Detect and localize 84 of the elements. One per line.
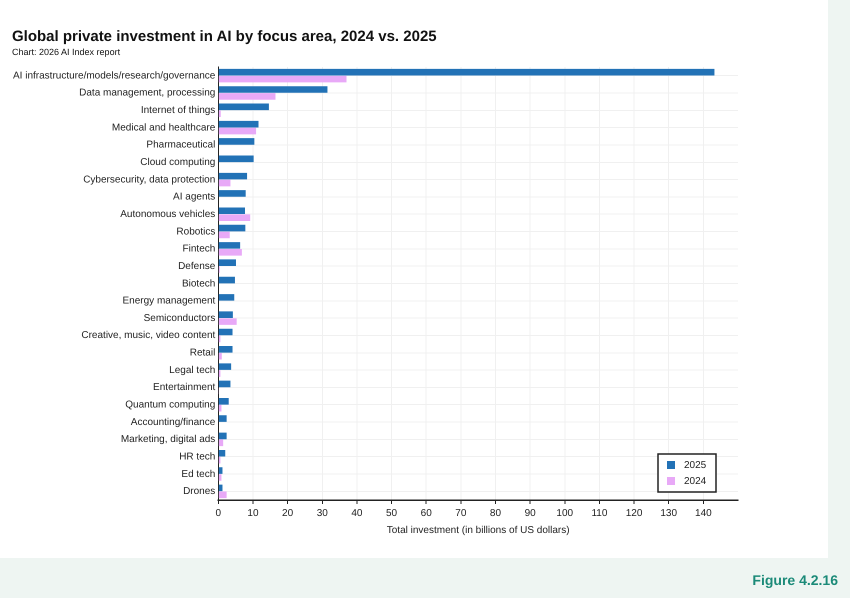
y-tick-label: Medical and healthcare <box>112 122 216 134</box>
bar <box>218 484 222 492</box>
bar <box>218 415 227 422</box>
y-tick-label: HR tech <box>179 451 216 462</box>
bar <box>218 172 248 180</box>
y-tick-label: Biotech <box>182 278 216 290</box>
x-tick-label: 20 <box>282 508 294 519</box>
y-tick-label: Energy management <box>122 296 216 307</box>
bar <box>218 467 222 474</box>
bar <box>218 363 232 370</box>
bar <box>218 207 245 214</box>
bar <box>218 214 250 221</box>
y-tick-label: Accounting/finance <box>130 416 216 428</box>
bar <box>218 474 222 481</box>
bar <box>218 128 256 134</box>
x-tick-label: 100 <box>556 508 574 519</box>
y-tick-label: Creative, music, video content <box>81 330 216 342</box>
x-tick-label: 70 <box>455 508 467 519</box>
y-tick-label: Quantum computing <box>125 399 216 410</box>
y-tick-label: Drones <box>183 486 216 498</box>
chart-title: Global private investment in AI by focus area, 2024 vs. 2025 <box>12 28 437 45</box>
y-tick-label: Legal tech <box>169 364 216 376</box>
x-axis-title: Total investment (in billions of US dollars) <box>386 524 570 536</box>
y-tick-label: Internet of things <box>140 105 216 116</box>
text: Chart: 2026 AI Index report <box>12 47 120 57</box>
bar <box>218 318 237 325</box>
y-tick-label: Autonomous vehicles <box>120 208 216 220</box>
y-tick-label: AI agents <box>173 192 216 203</box>
y-tick-label: AI infrastructure/models/research/governance <box>12 70 216 82</box>
bar <box>218 104 269 110</box>
bar <box>218 398 229 405</box>
x-tick-label: 110 <box>591 508 608 519</box>
bar <box>218 224 246 232</box>
x-tick-label: 10 <box>247 508 259 519</box>
bar <box>218 404 222 412</box>
y-tick-label: Data management, processing <box>79 88 216 99</box>
bar <box>218 249 242 256</box>
bar <box>218 352 222 360</box>
x-tick-label: 140 <box>695 508 712 519</box>
bar <box>218 380 230 388</box>
legend-label: 2024 <box>684 476 707 487</box>
x-tick-label: 50 <box>386 508 398 519</box>
bar <box>218 232 230 238</box>
bar <box>218 156 254 162</box>
y-tick-label: Retail <box>190 348 216 359</box>
y-tick-label: Cloud computing <box>140 157 216 168</box>
y-tick-label: Cybersecurity, data protection <box>83 174 216 186</box>
bar <box>218 138 254 145</box>
caption: Figure 4.2.16 <box>752 572 838 588</box>
bar <box>218 120 259 128</box>
bar <box>218 346 233 353</box>
x-tick-label: 90 <box>524 508 536 519</box>
y-tick-label: Marketing, digital ads <box>120 434 216 446</box>
bar <box>218 328 233 336</box>
bar <box>218 450 226 457</box>
x-tick-label: 120 <box>626 508 643 519</box>
bar <box>218 68 714 76</box>
y-tick-label: Pharmaceutical <box>146 140 216 151</box>
bar <box>218 259 236 266</box>
bar <box>218 190 246 197</box>
x-tick-label: 80 <box>490 508 502 519</box>
y-tick-label: Entertainment <box>153 382 216 394</box>
y-tick-label: Robotics <box>176 226 216 238</box>
legend-label: 2025 <box>684 460 707 471</box>
bar <box>218 311 233 318</box>
y-tick-label: Fintech <box>182 244 216 255</box>
bar <box>218 440 224 446</box>
x-tick-label: 0 <box>216 508 222 519</box>
bar <box>218 294 234 301</box>
x-tick-label: 40 <box>351 508 363 519</box>
bar <box>218 492 227 498</box>
y-tick-label: Defense <box>178 260 216 272</box>
bar <box>218 93 276 100</box>
x-tick-label: 130 <box>660 508 678 519</box>
bar <box>218 180 230 186</box>
bar <box>218 276 235 284</box>
x-tick-label: 30 <box>316 508 328 519</box>
x-tick-label: 60 <box>420 508 432 519</box>
bar <box>218 76 347 82</box>
bar <box>218 432 227 440</box>
y-tick-label: Semiconductors <box>144 312 216 324</box>
bar <box>218 242 240 249</box>
bar <box>218 86 328 93</box>
y-tick-label: Ed tech <box>181 468 216 480</box>
